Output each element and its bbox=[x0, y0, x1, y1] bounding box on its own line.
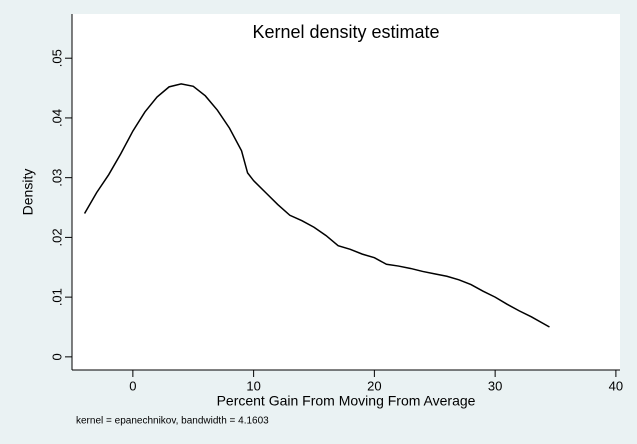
y-tick-label: .04 bbox=[49, 109, 64, 127]
density-line bbox=[83, 83, 550, 328]
y-tick-label: .03 bbox=[49, 169, 64, 187]
y-axis-title: Density bbox=[20, 169, 36, 216]
y-tick-label: .05 bbox=[49, 49, 64, 67]
y-tick-label: .01 bbox=[49, 288, 64, 306]
note: kernel = epanechnikov, bandwidth = 4.160… bbox=[76, 416, 269, 427]
chart-title: Kernel density estimate bbox=[252, 22, 439, 42]
y-tick-label: .02 bbox=[49, 228, 64, 246]
x-tick-label: 10 bbox=[246, 378, 260, 393]
x-tick-label: 0 bbox=[129, 378, 136, 393]
x-tick-label: 40 bbox=[609, 378, 623, 393]
y-tick-label: 0 bbox=[49, 353, 64, 360]
x-tick-label: 20 bbox=[367, 378, 381, 393]
x-axis-title: Percent Gain From Moving From Average bbox=[217, 393, 476, 409]
x-tick-label: 30 bbox=[488, 378, 502, 393]
plot-area bbox=[72, 14, 620, 370]
